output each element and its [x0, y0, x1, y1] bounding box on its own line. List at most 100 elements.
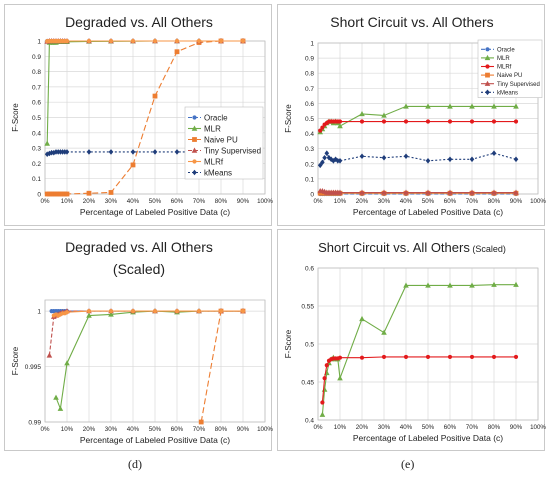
data-point-naive-pu — [152, 93, 158, 99]
legend-label-oracle: Oracle — [204, 113, 228, 122]
data-point-naive-pu — [174, 49, 180, 55]
data-point-mlrf — [130, 38, 136, 44]
chart-title: Short Circuit vs. All Others — [330, 14, 493, 30]
data-point-mlrf — [240, 38, 246, 44]
caption-d: (d) — [128, 457, 142, 471]
y-tick-label: 0.7 — [305, 86, 314, 93]
x-tick-label: 50% — [422, 198, 435, 205]
y-tick-label: 0.3 — [32, 146, 41, 153]
data-point-kmeans — [328, 156, 334, 163]
legend-marker-oracle — [192, 115, 197, 120]
data-point-mlrf — [359, 355, 365, 360]
data-point-mlrf — [320, 125, 325, 130]
series-line-mlr — [319, 105, 516, 133]
data-point-mlr — [337, 375, 343, 381]
x-tick-label: 10% — [61, 426, 74, 433]
data-point-mlrf — [196, 38, 202, 44]
data-point-mlrf — [381, 354, 387, 360]
data-point-mlrf — [322, 376, 327, 381]
data-point-mlrf — [320, 400, 325, 405]
x-tick-label: 80% — [215, 198, 228, 205]
legend-label-mlr: MLR — [497, 56, 510, 62]
data-point-mlr — [469, 282, 475, 288]
data-point-mlrf — [403, 354, 409, 360]
legend-label-naive-pu: Naive PU — [497, 73, 522, 79]
x-tick-label: 20% — [83, 426, 96, 433]
data-point-kmeans — [152, 149, 158, 155]
data-point-kmeans — [359, 153, 365, 160]
data-point-naive-pu — [64, 191, 70, 197]
data-point-kmeans — [324, 150, 330, 157]
legend-label-mlrf: MLRf — [497, 65, 512, 71]
data-point-mlrf — [469, 119, 475, 124]
legend-box — [184, 106, 264, 180]
data-point-mlr — [57, 405, 64, 411]
data-point-mlrf — [152, 308, 158, 314]
data-point-mlrf — [425, 119, 431, 124]
y-tick-label: 0.5 — [305, 342, 314, 349]
data-point-mlrf — [86, 38, 92, 44]
data-point-mlr — [321, 386, 328, 392]
legend-label-mlr: MLR — [204, 124, 221, 133]
data-point-mlr — [86, 312, 92, 318]
data-point-mlrf — [218, 308, 224, 314]
y-tick-label: 0.45 — [301, 380, 314, 387]
legend-marker-tiny-supervised — [191, 147, 198, 153]
chart-short-circuit-svg: Short Circuit vs. All Others 0 0.1 0.2 0.3 0.… — [284, 14, 546, 217]
legend-marker-mlrf — [192, 159, 197, 164]
data-point-kmeans — [337, 157, 343, 164]
x-tick-label: 40% — [400, 198, 413, 205]
x-tick-label: 90% — [510, 424, 523, 431]
chart-degraded-scaled-svg: Degraded vs. All Others (Scaled) 0.99 0.995… — [11, 239, 273, 445]
data-point-mlrf — [324, 363, 329, 368]
grid — [317, 267, 539, 421]
data-point-kmeans — [447, 156, 453, 163]
data-point-naive-pu — [108, 190, 114, 195]
data-point-kmeans — [326, 154, 332, 161]
legend-label-naive-pu: Naive PU — [204, 135, 238, 144]
data-point-mlrf — [447, 354, 453, 360]
x-tick-label: 80% — [215, 426, 228, 433]
data-point-mlrf — [491, 119, 497, 124]
x-tick-label: 60% — [171, 426, 184, 433]
data-point-naive-pu — [86, 190, 92, 196]
data-point-mlr — [447, 103, 453, 109]
data-point-kmeans — [174, 149, 180, 155]
data-point-kmeans — [513, 156, 519, 163]
data-point-mlrf — [152, 38, 158, 44]
x-tick-label: 100% — [257, 426, 273, 433]
x-tick-label: 60% — [444, 198, 457, 205]
data-point-mlr — [469, 103, 475, 109]
x-tick-label: 60% — [171, 198, 184, 205]
data-point-mlrf — [425, 354, 431, 360]
chart-short-circuit: Short Circuit vs. All Others 0 0.1 0.2 0.3 0.… — [277, 4, 546, 226]
series-line-mlr — [55, 310, 243, 411]
data-point-mlrf — [174, 38, 180, 44]
data-point-mlr — [359, 110, 365, 117]
legend: Oracle MLR Naive PU Tiny Supervised MLRf kMea… — [184, 106, 264, 180]
data-point-mlr — [513, 281, 519, 287]
data-point-kmeans — [403, 153, 409, 160]
x-tick-label: 100% — [530, 198, 546, 205]
chart-title: Short Circuit vs. All Others (Scaled) — [318, 240, 506, 255]
data-point-mlr — [491, 103, 497, 109]
data-point-kmeans — [331, 157, 336, 164]
data-point-mlrf — [108, 308, 114, 314]
data-point-mlr — [447, 282, 453, 288]
legend-marker-kmeans — [192, 169, 197, 176]
data-point-naive-pu — [198, 419, 204, 425]
data-point-mlrf — [337, 355, 343, 360]
data-point-mlrf — [86, 308, 92, 314]
data-point-naive-pu — [130, 162, 136, 168]
y-tick-label: 0 — [310, 192, 314, 199]
data-point-mlrf — [64, 38, 70, 44]
data-point-tiny-supervised — [513, 189, 519, 195]
x-axis-label: Percentage of Labeled Positive Data (c) — [80, 435, 230, 445]
legend-label-kmeans: kMeans — [497, 90, 518, 96]
x-tick-label: 20% — [356, 198, 369, 205]
data-point-mlrf — [318, 128, 323, 133]
legend-marker-mlr — [191, 125, 198, 131]
data-point-kmeans — [491, 150, 497, 157]
data-point-tiny-supervised — [469, 189, 475, 195]
data-point-tiny-supervised — [359, 189, 365, 195]
